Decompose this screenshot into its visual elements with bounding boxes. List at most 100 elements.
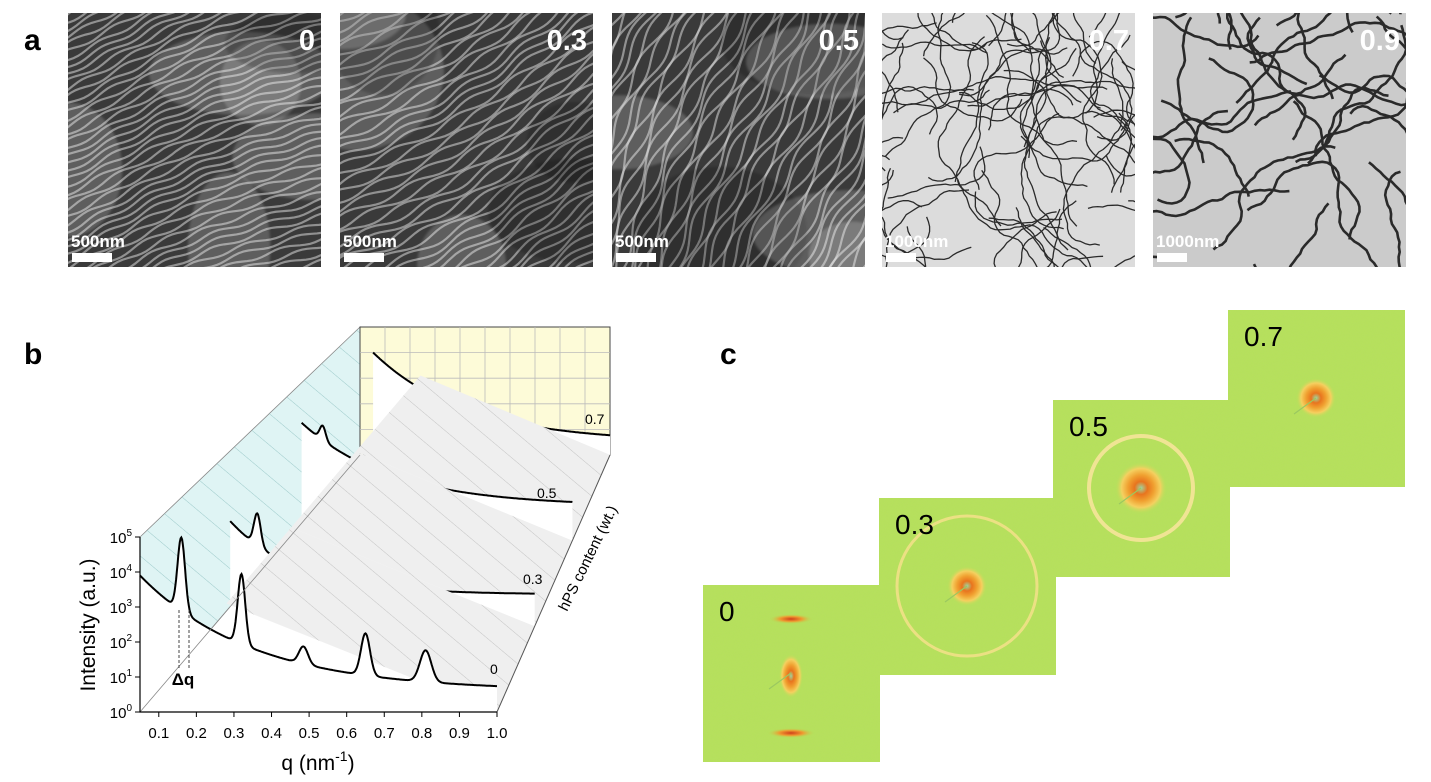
x-axis-label-text: q (nm bbox=[281, 752, 335, 775]
domain-line bbox=[882, 41, 988, 54]
domain-line bbox=[959, 47, 1077, 111]
image-label: 0.9 bbox=[1360, 25, 1400, 57]
lamella bbox=[658, 13, 863, 267]
y-tick-base: 10 bbox=[110, 635, 127, 652]
domain-line bbox=[906, 226, 927, 267]
shade bbox=[232, 113, 321, 200]
domain-line bbox=[885, 189, 970, 267]
y-tick-base: 10 bbox=[110, 705, 127, 722]
y-tick-label: 105 bbox=[110, 528, 133, 547]
shade bbox=[68, 102, 123, 237]
domain-line bbox=[991, 13, 1088, 188]
ring bbox=[1087, 434, 1195, 542]
domain-line bbox=[1046, 200, 1077, 267]
lamella bbox=[68, 13, 321, 123]
lamella bbox=[68, 98, 321, 267]
x-tick-label: 0.2 bbox=[186, 725, 207, 742]
domain-line bbox=[1087, 204, 1135, 212]
lamella bbox=[656, 13, 862, 267]
lamella bbox=[618, 13, 825, 267]
y-tick-exponent: 4 bbox=[126, 563, 132, 574]
domain-line bbox=[1153, 109, 1229, 174]
lamella bbox=[68, 67, 321, 249]
domain-line bbox=[1017, 208, 1061, 267]
pattern-label: 0.5 bbox=[1069, 411, 1108, 442]
x-tick-label: 0.1 bbox=[148, 725, 169, 742]
domain-line bbox=[882, 29, 909, 172]
domain-line bbox=[882, 167, 927, 267]
scale-bar bbox=[344, 253, 384, 262]
domain-line bbox=[1246, 160, 1379, 267]
domain-line bbox=[882, 71, 899, 113]
micrograph bbox=[882, 13, 1135, 267]
domain-line bbox=[1176, 16, 1205, 164]
domain-line bbox=[1022, 13, 1052, 158]
curve-fill bbox=[140, 537, 497, 712]
scale-bar-label: 1000nm bbox=[885, 232, 948, 251]
domain-line bbox=[985, 14, 1078, 146]
y-tick-base: 10 bbox=[110, 600, 127, 617]
domain-line bbox=[922, 13, 966, 57]
lamella bbox=[729, 13, 865, 267]
domain-line bbox=[1153, 188, 1290, 218]
lamella bbox=[340, 23, 593, 267]
domain-line bbox=[1020, 122, 1129, 162]
lamella bbox=[68, 70, 321, 259]
domain-line bbox=[882, 89, 990, 109]
domain-line bbox=[1212, 145, 1336, 251]
domain-line bbox=[1153, 15, 1260, 49]
y-tick-base: 10 bbox=[110, 670, 127, 687]
lamella bbox=[612, 13, 812, 267]
domain-line bbox=[882, 86, 974, 95]
lamella bbox=[68, 80, 321, 262]
scale-bar bbox=[616, 253, 656, 262]
lamella bbox=[0, 0, 328, 5]
domain-line bbox=[1053, 13, 1133, 131]
beamstop bbox=[944, 585, 968, 603]
domain-line bbox=[1096, 61, 1135, 141]
lamella bbox=[93, 0, 528, 5]
domain-line bbox=[882, 199, 923, 212]
domain-line bbox=[954, 42, 989, 183]
lamella bbox=[689, 13, 865, 267]
domain-line bbox=[1288, 202, 1330, 267]
shade bbox=[224, 13, 321, 74]
lamella bbox=[638, 13, 843, 267]
shade bbox=[340, 13, 406, 50]
domain-line bbox=[1153, 137, 1191, 205]
lamella bbox=[340, 13, 593, 209]
lamella bbox=[68, 32, 321, 215]
y-tick-label: 101 bbox=[110, 668, 133, 687]
curve bbox=[139, 535, 497, 688]
lamella bbox=[68, 39, 321, 222]
domain-line bbox=[1015, 207, 1055, 267]
x-tick-label: 0.7 bbox=[374, 725, 395, 742]
lamella bbox=[97, 0, 532, 11]
pattern-label: 0 bbox=[719, 596, 735, 627]
domain-line bbox=[981, 169, 1038, 267]
domain-line bbox=[1061, 255, 1104, 267]
micrograph bbox=[1153, 13, 1406, 267]
lamella bbox=[340, 13, 593, 234]
beamstop bbox=[768, 672, 792, 690]
y-tick-exponent: 2 bbox=[126, 633, 132, 644]
ring bbox=[895, 514, 1039, 658]
micrograph bbox=[612, 13, 865, 267]
x-axis-label: q (nm-1) bbox=[281, 748, 354, 775]
shade bbox=[187, 172, 271, 267]
lamella bbox=[664, 13, 865, 267]
scale-bar-label: 500nm bbox=[343, 232, 397, 251]
x-tick-label: 0.3 bbox=[224, 725, 245, 742]
domain-line bbox=[1275, 13, 1298, 27]
lamella bbox=[722, 13, 865, 267]
domain-line bbox=[1051, 13, 1115, 185]
lamella bbox=[626, 13, 831, 267]
domain-line bbox=[1174, 137, 1250, 197]
beamstop bbox=[1293, 397, 1317, 415]
lamella bbox=[612, 13, 753, 267]
series-label: 0.7 bbox=[585, 411, 605, 427]
lamella bbox=[711, 13, 865, 267]
lamella bbox=[340, 39, 593, 267]
